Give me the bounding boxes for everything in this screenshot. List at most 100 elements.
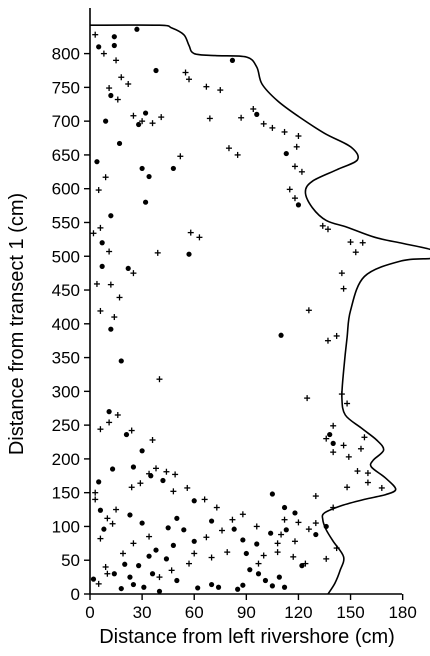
cross-point	[324, 337, 331, 344]
cross-point	[130, 270, 137, 277]
dot-point	[240, 582, 246, 588]
dot-point	[295, 202, 302, 208]
dot-point	[255, 571, 262, 577]
dot-point	[134, 26, 140, 32]
cross-point	[269, 124, 276, 131]
shoreline-outline	[89, 24, 430, 595]
cross-series	[90, 31, 385, 587]
dot-point	[127, 512, 133, 518]
cross-point	[158, 114, 165, 121]
x-tick-label: 120	[284, 603, 312, 622]
dot-series	[90, 26, 336, 594]
cross-point	[97, 535, 104, 542]
cross-point	[113, 506, 120, 513]
dot-point	[240, 537, 246, 543]
dot-point	[108, 92, 114, 99]
cross-point	[304, 395, 311, 402]
cross-point	[345, 453, 352, 460]
y-tick-label: 750	[52, 78, 80, 97]
cross-point	[357, 445, 364, 452]
cross-point	[286, 186, 293, 193]
cross-point	[113, 57, 120, 64]
cross-point	[340, 442, 347, 449]
dot-point	[254, 541, 260, 547]
dot-point	[109, 466, 116, 472]
y-tick-label: 50	[61, 551, 80, 570]
dot-point	[195, 585, 201, 591]
cross-point	[293, 143, 300, 150]
cross-point	[106, 419, 113, 426]
dot-point	[283, 527, 289, 533]
cross-point	[330, 504, 337, 511]
dot-point	[106, 409, 112, 415]
cross-point	[93, 280, 100, 287]
cross-point	[156, 376, 163, 383]
dot-point	[156, 588, 163, 594]
dot-point	[122, 561, 128, 567]
cross-point	[186, 76, 193, 83]
dot-point	[269, 583, 275, 589]
cross-point	[217, 87, 224, 94]
dot-point	[281, 584, 288, 590]
cross-point	[305, 526, 312, 533]
cross-point	[196, 234, 203, 241]
dot-point	[235, 586, 241, 592]
dot-point	[99, 263, 105, 269]
cross-point	[239, 511, 246, 518]
dot-point	[170, 165, 176, 172]
dot-point	[96, 479, 102, 485]
dot-point	[181, 527, 187, 533]
cross-point	[92, 31, 99, 38]
cross-point	[184, 484, 191, 491]
cross-point	[291, 538, 298, 545]
cross-point	[107, 281, 114, 288]
cross-point	[302, 560, 309, 567]
dot-point	[142, 199, 149, 205]
dot-point	[170, 542, 176, 548]
cross-point	[104, 515, 111, 522]
cross-point	[149, 436, 156, 443]
dot-point	[281, 504, 288, 511]
dot-point	[283, 150, 289, 157]
cross-point	[95, 187, 102, 194]
cross-point	[291, 163, 298, 170]
dot-point	[208, 581, 215, 588]
dot-point	[276, 574, 282, 580]
cross-point	[128, 427, 135, 434]
cross-point	[225, 145, 232, 152]
dot-point	[101, 526, 107, 532]
dot-point	[186, 251, 192, 257]
y-tick-label: 300	[52, 382, 80, 401]
cross-point	[130, 540, 137, 547]
cross-point	[255, 560, 262, 567]
cross-point	[128, 484, 135, 491]
dot-point	[299, 563, 305, 569]
dot-point	[327, 431, 333, 438]
dot-point	[323, 523, 329, 530]
cross-point	[298, 168, 305, 175]
y-tick-label: 800	[52, 45, 80, 64]
cross-point	[156, 574, 163, 581]
cross-point	[172, 471, 179, 478]
dot-point	[174, 515, 180, 521]
cross-point	[153, 465, 160, 472]
dot-point	[99, 240, 105, 246]
cross-point	[92, 489, 99, 496]
x-tick-label: 180	[388, 603, 416, 622]
dot-point	[142, 110, 149, 116]
y-tick-label: 700	[52, 112, 80, 131]
y-tick-label: 100	[52, 517, 80, 536]
cross-point	[203, 83, 210, 90]
cross-point	[114, 96, 121, 103]
dot-point	[118, 585, 124, 592]
cross-point	[149, 120, 156, 127]
dot-point	[90, 576, 97, 582]
cross-point	[305, 307, 312, 314]
y-tick-label: 650	[52, 146, 80, 165]
cross-point	[191, 550, 198, 557]
dot-point	[146, 173, 152, 180]
cross-point	[187, 229, 194, 236]
cross-point	[219, 527, 226, 534]
cross-point	[97, 224, 104, 231]
